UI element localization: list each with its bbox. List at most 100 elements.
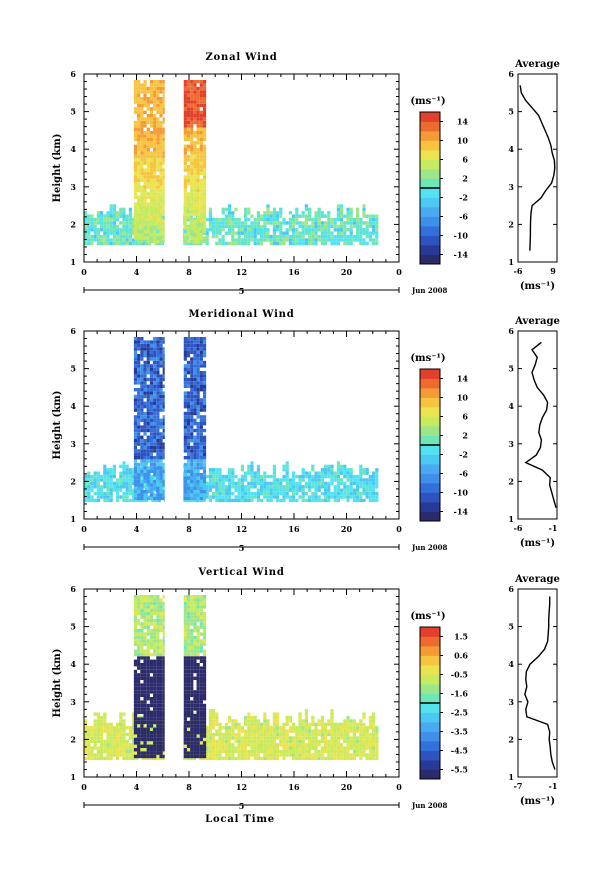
profile-title: Average: [514, 574, 560, 585]
profile-y-tick-label: 1: [508, 772, 514, 782]
colorbar-tick-label: -3.5: [451, 727, 468, 737]
colorbar-band: [420, 216, 440, 227]
x-tick-label: 16: [288, 782, 300, 792]
profile-x-axis-label: (ms⁻¹): [520, 538, 555, 549]
x-tick-label: 16: [288, 524, 300, 534]
x-axis-label-local-time: Local Time: [205, 814, 275, 825]
x-tick-label: 16: [288, 267, 300, 277]
colorbar-band: [420, 416, 440, 427]
colorbar-tick-label: 6: [462, 155, 468, 165]
x-tick-label: 0: [81, 782, 87, 792]
colorbar-band: [420, 655, 440, 666]
profile-x-tick-label: -1: [549, 523, 558, 533]
profile-y-tick-label: 2: [508, 219, 514, 229]
y-tick-label: 5: [70, 622, 76, 632]
colorbar-band: [420, 207, 440, 217]
y-axis-label: Height (km): [52, 649, 63, 718]
colorbar-band: [420, 511, 440, 522]
colorbar-tick-label: 10: [457, 136, 469, 146]
data-gap: [164, 74, 184, 262]
heatmap-cells: [84, 331, 379, 519]
panel-title: Vertical Wind: [197, 567, 284, 578]
colorbar-tick-label: 2: [462, 174, 468, 184]
profile-title: Average: [514, 316, 560, 327]
colorbar-tick-label: -1.6: [451, 689, 469, 699]
profile-title: Average: [514, 59, 560, 70]
profile-x-tick-label: -1: [549, 781, 558, 791]
profile-y-tick-label: 1: [508, 257, 514, 267]
profile-y-tick-label: 2: [508, 734, 514, 744]
y-tick-label: 2: [70, 476, 76, 486]
colorbar-band: [420, 502, 440, 512]
x-tick-label: 8: [186, 782, 192, 792]
colorbar-band: [420, 369, 440, 379]
colorbar-tick-label: 6: [462, 412, 468, 422]
colorbar-band: [420, 684, 440, 694]
profile-frame: [517, 330, 558, 520]
y-tick-label: 4: [70, 659, 76, 669]
y-tick-label: 4: [70, 401, 76, 411]
colorbar-band: [420, 407, 440, 417]
x-tick-label: 0: [81, 267, 87, 277]
colorbar-band: [420, 703, 440, 713]
y-tick-label: 5: [70, 364, 76, 374]
colorbar-band: [420, 254, 440, 265]
profile-y-tick-label: 4: [508, 144, 514, 154]
profile-y-tick-label: 3: [508, 439, 514, 449]
profile-x-tick-label: -7: [514, 781, 523, 791]
y-tick-label: 5: [70, 107, 76, 117]
data-gap: [164, 331, 184, 519]
heatmap-cells: [84, 74, 379, 262]
x-tick-label: 20: [341, 267, 353, 277]
colorbar-tick-label: -2: [459, 450, 468, 460]
colorbar-tick-label: -2: [459, 193, 468, 203]
colorbar-unit: (ms⁻¹): [410, 611, 445, 622]
profile-y-tick-label: 5: [508, 107, 514, 117]
data-gap: [164, 589, 184, 777]
profile-y-tick-label: 6: [508, 326, 514, 336]
colorbar-unit: (ms⁻¹): [410, 353, 445, 364]
colorbar-band: [420, 378, 440, 389]
profile-frame: [517, 73, 558, 263]
x-tick-label: 8: [186, 267, 192, 277]
colorbar-band: [420, 197, 440, 208]
y-tick-label: 2: [70, 219, 76, 229]
colorbar-tick-label: -14: [454, 250, 469, 260]
x-tick-label: 8: [186, 524, 192, 534]
colorbar-band: [420, 627, 440, 637]
profile-y-tick-label: 4: [508, 401, 514, 411]
profile-x-axis-label: (ms⁻¹): [520, 281, 555, 292]
y-tick-label: 6: [70, 326, 76, 336]
profile-line: [524, 596, 556, 770]
colorbar-band: [420, 131, 440, 141]
colorbar-band: [420, 665, 440, 675]
profile-line: [524, 341, 557, 508]
colorbar-band: [420, 188, 440, 198]
x-tick-label: 4: [134, 267, 140, 277]
profile-frame: [517, 588, 558, 778]
colorbar-band: [420, 159, 440, 170]
colorbar-tick-label: -4.5: [451, 746, 468, 756]
colorbar-band: [420, 169, 440, 179]
x-tick-label: 0: [396, 782, 402, 792]
colorbar-tick-label: 10: [457, 393, 469, 403]
colorbar-band: [420, 712, 440, 723]
profile-y-tick-label: 1: [508, 514, 514, 524]
colorbar-band: [420, 112, 440, 122]
y-tick-label: 3: [70, 182, 76, 192]
x-tick-label: 0: [396, 524, 402, 534]
colorbar-band: [420, 483, 440, 493]
y-tick-label: 1: [70, 772, 76, 782]
colorbar-band: [420, 741, 440, 751]
profile-y-tick-label: 2: [508, 476, 514, 486]
date-day-label: 5: [239, 801, 245, 811]
colorbar-band: [420, 245, 440, 255]
x-tick-label: 12: [236, 267, 247, 277]
profile-y-tick-label: 3: [508, 182, 514, 192]
y-tick-label: 4: [70, 144, 76, 154]
colorbar-tick-label: -10: [454, 488, 469, 498]
colorbar-band: [420, 636, 440, 647]
profile-line: [519, 85, 556, 251]
panel-title: Meridional Wind: [188, 309, 294, 320]
